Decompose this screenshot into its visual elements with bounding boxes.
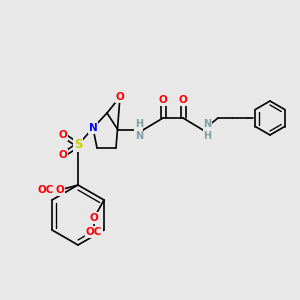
Text: O: O [58,150,68,160]
Text: O: O [116,92,124,102]
Text: H
N: H N [135,119,143,141]
Text: O: O [159,95,167,105]
Text: N
H: N H [203,119,211,141]
Text: O: O [90,213,98,223]
Text: N: N [88,123,98,133]
Text: OC: OC [86,227,102,237]
Text: OC: OC [38,185,54,195]
Text: O: O [58,130,68,140]
Text: O: O [56,185,64,195]
Text: O: O [178,95,188,105]
Text: S: S [74,139,82,152]
